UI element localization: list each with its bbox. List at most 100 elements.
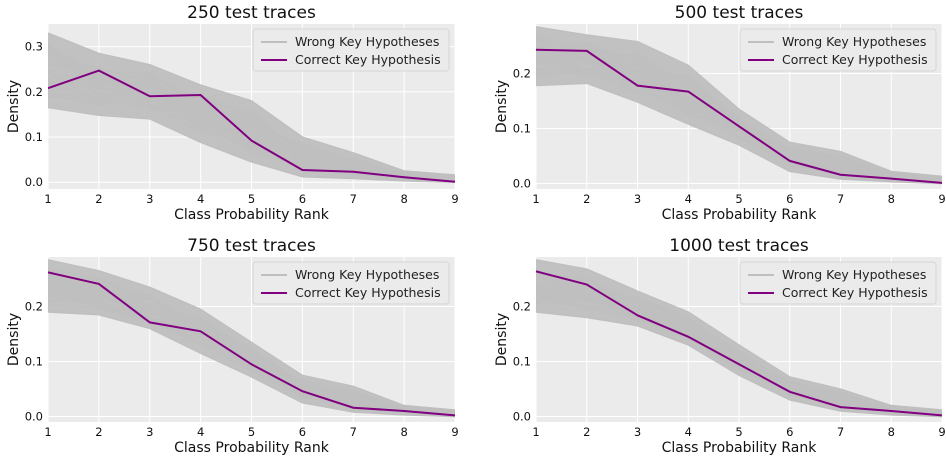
chart-panels: 1 2 3 4 5 6 7 8 9 0.0 0.1 0.2 0.3 Class Probability R… bbox=[6, 3, 946, 456]
x-tick-label: 8 bbox=[888, 192, 895, 206]
x-axis-label: Class Probability Rank bbox=[662, 440, 818, 456]
legend: Wrong Key Hypotheses Correct Key Hypothes… bbox=[739, 28, 937, 72]
x-axis-label: Class Probability Rank bbox=[662, 207, 818, 223]
x-tick-label: 7 bbox=[350, 192, 357, 206]
x-tick-label: 3 bbox=[634, 425, 641, 439]
chart-panel-2: 1 2 3 4 5 6 7 8 9 0.0 0.1 0.2 Class Probability Rank… bbox=[494, 3, 946, 223]
plot-area bbox=[48, 259, 455, 418]
x-tick-label: 2 bbox=[583, 425, 590, 439]
x-tick-label: 5 bbox=[735, 425, 742, 439]
wrong-hypothesis-line bbox=[48, 106, 455, 183]
legend-label-correct: Correct Key Hypothesis bbox=[782, 285, 928, 300]
x-tick-label: 2 bbox=[583, 192, 590, 206]
x-tick-label: 5 bbox=[248, 425, 255, 439]
y-tick-label: 0.0 bbox=[25, 175, 43, 189]
correct-hypothesis-line bbox=[536, 270, 942, 417]
x-tick-label: 4 bbox=[197, 425, 204, 439]
x-tick-label: 9 bbox=[938, 192, 945, 206]
wrong-hypothesis-line bbox=[48, 72, 455, 178]
y-tick-label: 0.3 bbox=[25, 40, 43, 54]
x-axis-label: Class Probability Rank bbox=[174, 207, 330, 223]
plot-area bbox=[48, 32, 455, 183]
wrong-hypothesis-line bbox=[536, 26, 942, 177]
x-tick-label: 2 bbox=[95, 192, 102, 206]
x-tick-label: 6 bbox=[786, 425, 793, 439]
wrong-hypothesis-line bbox=[536, 285, 942, 415]
legend-label-correct: Correct Key Hypothesis bbox=[782, 52, 928, 67]
wrong-hypothesis-line bbox=[536, 259, 942, 411]
x-tick-label: 4 bbox=[197, 192, 204, 206]
chart-title: 500 test traces bbox=[675, 3, 804, 23]
x-tick-label: 8 bbox=[400, 192, 407, 206]
correct-hypothesis-line bbox=[48, 69, 455, 183]
wrong-hypothesis-line bbox=[536, 46, 942, 182]
y-tick-label: 0.1 bbox=[25, 355, 43, 369]
x-tick-label: 2 bbox=[95, 425, 102, 439]
x-tick-label: 7 bbox=[837, 192, 844, 206]
x-tick-label: 9 bbox=[451, 192, 458, 206]
legend-label-wrong: Wrong Key Hypotheses bbox=[782, 34, 926, 49]
wrong-hypothesis-line bbox=[536, 51, 942, 179]
wrong-hypothesis-line bbox=[48, 289, 455, 416]
wrong-hypothesis-line bbox=[48, 259, 455, 411]
x-tick-label: 3 bbox=[634, 192, 641, 206]
y-tick-label: 0.0 bbox=[25, 410, 43, 424]
y-axis-label: Density bbox=[6, 313, 22, 366]
x-tick-label: 6 bbox=[299, 192, 306, 206]
legend-box bbox=[252, 261, 450, 305]
x-tick-label: 8 bbox=[888, 425, 895, 439]
y-tick-label: 0.1 bbox=[25, 130, 43, 144]
wrong-hypotheses-band bbox=[48, 33, 455, 183]
y-tick-label: 0.2 bbox=[25, 300, 43, 314]
wrong-hypothesis-line bbox=[48, 281, 455, 416]
legend-box bbox=[739, 261, 937, 305]
legend-label-wrong: Wrong Key Hypotheses bbox=[782, 267, 926, 282]
tick-labels: 1 2 3 4 5 6 7 8 9 0.0 0.1 0.2 bbox=[513, 67, 946, 207]
x-tick-label: 7 bbox=[837, 425, 844, 439]
legend: Wrong Key Hypotheses Correct Key Hypothes… bbox=[252, 261, 450, 305]
x-tick-label: 5 bbox=[735, 192, 742, 206]
wrong-hypothesis-line bbox=[536, 311, 942, 418]
wrong-hypothesis-line bbox=[536, 82, 942, 185]
tick-labels: 1 2 3 4 5 6 7 8 9 0.0 0.1 0.2 bbox=[513, 300, 946, 440]
x-tick-label: 3 bbox=[146, 425, 153, 439]
x-tick-label: 9 bbox=[451, 425, 458, 439]
x-tick-label: 1 bbox=[44, 425, 51, 439]
legend-box bbox=[739, 28, 937, 72]
y-axis-label: Density bbox=[494, 313, 510, 366]
chart-panel-1: 1 2 3 4 5 6 7 8 9 0.0 0.1 0.2 0.3 Class Probability R… bbox=[6, 3, 459, 223]
y-axis-label: Density bbox=[494, 80, 510, 133]
x-tick-label: 1 bbox=[44, 192, 51, 206]
x-tick-label: 7 bbox=[350, 425, 357, 439]
tick-labels: 1 2 3 4 5 6 7 8 9 0.0 0.1 0.2 0.3 bbox=[25, 40, 459, 206]
correct-hypothesis-line bbox=[536, 48, 942, 184]
plot-area bbox=[536, 26, 942, 185]
wrong-hypothesis-line bbox=[536, 55, 942, 183]
legend: Wrong Key Hypotheses Correct Key Hypothes… bbox=[252, 28, 450, 72]
y-tick-label: 0.1 bbox=[513, 355, 531, 369]
correct-hypothesis-line bbox=[48, 271, 455, 417]
y-axis-label: Density bbox=[6, 80, 22, 133]
x-tick-label: 1 bbox=[532, 425, 539, 439]
chart-title: 250 test traces bbox=[187, 3, 316, 23]
wrong-hypothesis-line bbox=[48, 32, 455, 176]
chart-panel-4: 1 2 3 4 5 6 7 8 9 0.0 0.1 0.2 Class Probability Rank… bbox=[494, 236, 946, 456]
x-tick-label: 6 bbox=[786, 192, 793, 206]
x-tick-label: 4 bbox=[685, 425, 692, 439]
x-tick-label: 5 bbox=[248, 192, 255, 206]
y-tick-label: 0.1 bbox=[513, 122, 531, 136]
wrong-hypothesis-line bbox=[536, 54, 942, 182]
legend-label-wrong: Wrong Key Hypotheses bbox=[295, 267, 439, 282]
y-tick-label: 0.2 bbox=[25, 85, 43, 99]
legend-label-correct: Correct Key Hypothesis bbox=[295, 285, 441, 300]
y-tick-label: 0.0 bbox=[513, 410, 531, 424]
wrong-hypothesis-line bbox=[48, 270, 455, 416]
chart-title: 1000 test traces bbox=[669, 236, 809, 256]
x-axis-label: Class Probability Rank bbox=[174, 440, 330, 456]
y-tick-label: 0.2 bbox=[513, 67, 531, 81]
wrong-hypothesis-line bbox=[48, 311, 455, 418]
legend-box bbox=[252, 28, 450, 72]
plot-area bbox=[536, 259, 942, 418]
chart-panel-3: 1 2 3 4 5 6 7 8 9 0.0 0.1 0.2 Class Probability Rank… bbox=[6, 236, 459, 456]
